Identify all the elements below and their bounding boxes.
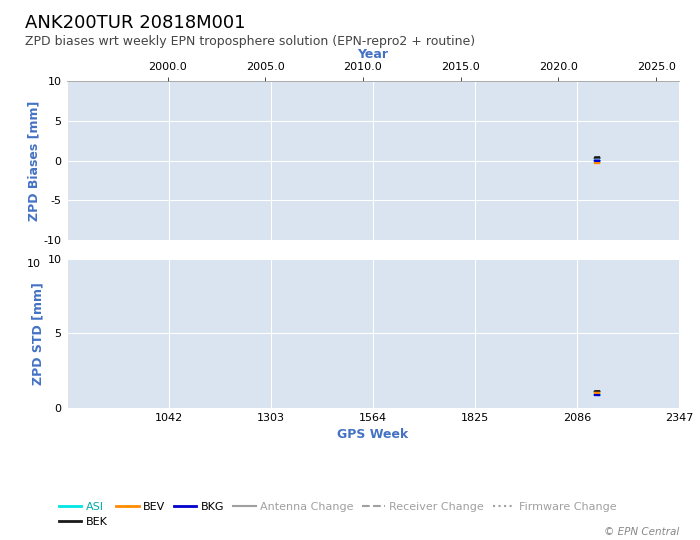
- Legend: ASI, BEK, BEV, BKG, Antenna Change, Receiver Change, Firmware Change: ASI, BEK, BEV, BKG, Antenna Change, Rece…: [55, 497, 622, 532]
- Text: ANK200TUR 20818M001: ANK200TUR 20818M001: [25, 14, 245, 31]
- Text: 10: 10: [27, 259, 41, 269]
- Text: © EPN Central: © EPN Central: [603, 527, 679, 537]
- X-axis label: Year: Year: [357, 48, 388, 61]
- X-axis label: GPS Week: GPS Week: [337, 428, 408, 441]
- Text: ZPD biases wrt weekly EPN troposphere solution (EPN-repro2 + routine): ZPD biases wrt weekly EPN troposphere so…: [25, 35, 475, 48]
- Y-axis label: ZPD STD [mm]: ZPD STD [mm]: [32, 282, 45, 385]
- Y-axis label: ZPD Biases [mm]: ZPD Biases [mm]: [28, 100, 41, 221]
